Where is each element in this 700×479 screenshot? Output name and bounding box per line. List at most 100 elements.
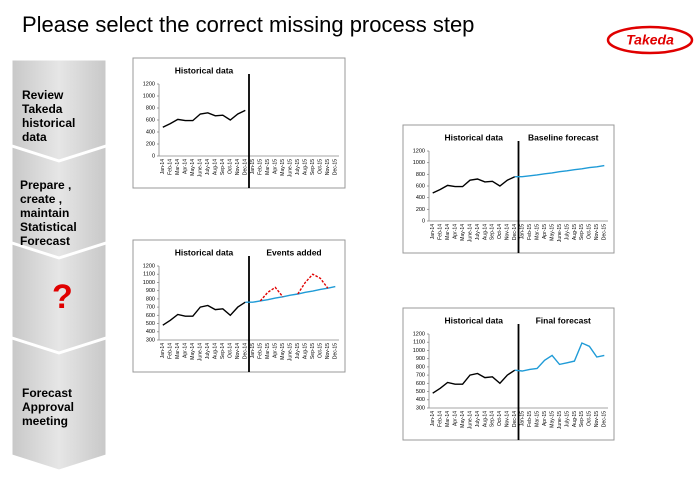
process-step: ?: [52, 278, 73, 316]
series-line: [432, 369, 516, 394]
x-tick-label: Aug-14: [213, 159, 219, 175]
x-tick-label: May-15: [549, 224, 555, 241]
x-tick-label: Oct-15: [587, 224, 593, 239]
y-tick-label: 200: [146, 141, 155, 147]
logo-shape: [606, 25, 694, 55]
x-tick-label: Sep-14: [490, 411, 496, 427]
x-tick-label: Feb-15: [258, 343, 264, 359]
chart-heading: Events added: [266, 247, 321, 257]
x-tick-label: July-14: [205, 159, 211, 175]
x-tick-label: Oct-14: [228, 343, 234, 358]
x-tick-label: Oct-15: [587, 411, 593, 426]
x-tick-label: Apr-15: [273, 343, 279, 358]
y-tick-label: 1100: [413, 340, 425, 346]
x-tick-label: Oct-14: [497, 411, 503, 426]
y-tick-label: 600: [416, 381, 425, 387]
process-step-shape: [11, 59, 107, 161]
chart-frame: [402, 124, 615, 254]
x-tick-label: Feb-15: [258, 159, 264, 175]
y-tick-label: 300: [146, 337, 155, 343]
x-tick-label: Oct-15: [318, 159, 324, 174]
x-tick-label: Mar-14: [445, 224, 451, 240]
y-tick-label: 400: [146, 329, 155, 335]
x-tick-label: May-15: [280, 159, 286, 176]
x-tick-label: Jan-14: [160, 159, 166, 175]
x-tick-label: Nov-15: [325, 159, 331, 175]
x-tick-label: Feb-15: [527, 224, 533, 240]
x-tick-label: July-14: [205, 343, 211, 359]
x-tick-label: Mar-14: [445, 411, 451, 427]
y-tick-label: 600: [146, 313, 155, 319]
x-tick-label: June-14: [467, 411, 473, 429]
x-tick-label: Aug-15: [303, 343, 309, 359]
x-tick-label: Nov-15: [594, 224, 600, 240]
x-tick-label: Aug-14: [482, 224, 488, 240]
x-tick-label: Sep-15: [579, 224, 585, 240]
x-tick-label: July-14: [475, 411, 481, 427]
process-step: Prepare , create , maintain Statistical …: [20, 178, 77, 248]
x-tick-label: Nov-14: [235, 343, 241, 359]
x-tick-label: Sep-15: [579, 411, 585, 427]
x-tick-label: Nov-15: [594, 411, 600, 427]
x-tick-label: Apr-15: [542, 411, 548, 426]
chart-heading: Historical data: [175, 65, 234, 75]
chart-heading: Baseline forecast: [528, 132, 599, 142]
x-tick-label: Dec-14: [512, 411, 518, 427]
y-tick-label: 600: [416, 183, 425, 189]
series-line: [514, 342, 605, 372]
x-tick-label: Dec-15: [333, 343, 339, 359]
x-tick-label: Nov-14: [505, 411, 511, 427]
x-tick-label: Jan-14: [160, 343, 166, 359]
x-tick-label: June-15: [557, 224, 563, 242]
x-tick-label: Apr-14: [183, 343, 189, 358]
y-tick-label: 500: [416, 389, 425, 395]
y-tick-label: 1000: [413, 348, 425, 354]
x-tick-label: Aug-14: [213, 343, 219, 359]
y-tick-label: 800: [146, 105, 155, 111]
x-tick-label: July-14: [475, 224, 481, 240]
y-tick-label: 400: [146, 129, 155, 135]
x-tick-label: Feb-15: [527, 411, 533, 427]
y-tick-label: 1000: [143, 280, 155, 286]
x-tick-label: May-15: [280, 343, 286, 360]
x-tick-label: Dec-14: [512, 224, 518, 240]
x-tick-label: Aug-15: [572, 224, 578, 240]
series-line: [514, 164, 605, 178]
series-line: [432, 176, 516, 194]
chart-heading: Historical data: [444, 132, 503, 142]
x-tick-label: Sep-14: [220, 159, 226, 175]
x-tick-label: Dec-15: [602, 224, 608, 240]
x-tick-label: Apr-14: [183, 159, 189, 174]
x-tick-label: Mar-14: [175, 159, 181, 175]
x-tick-label: Jan-15: [250, 159, 256, 175]
x-tick-label: Nov-14: [235, 159, 241, 175]
y-tick-label: 1200: [413, 331, 425, 337]
x-tick-label: Apr-15: [542, 224, 548, 239]
x-tick-label: June-14: [198, 343, 204, 361]
x-tick-label: Apr-14: [452, 224, 458, 239]
x-tick-label: May-14: [190, 159, 196, 176]
x-tick-label: June-14: [467, 224, 473, 242]
x-tick-label: Aug-14: [482, 411, 488, 427]
y-tick-label: 0: [422, 218, 425, 224]
y-tick-label: 1000: [413, 160, 425, 166]
x-tick-label: May-15: [549, 411, 555, 428]
x-tick-label: Feb-14: [438, 411, 444, 427]
slide-title: Please select the correct missing proces…: [22, 12, 475, 37]
x-tick-label: Sep-14: [220, 343, 226, 359]
x-tick-label: July-15: [564, 224, 570, 240]
y-tick-label: 700: [416, 373, 425, 379]
y-tick-label: 900: [146, 288, 155, 294]
series-line: [162, 301, 246, 326]
x-tick-label: June-15: [557, 411, 563, 429]
x-tick-label: Dec-15: [333, 159, 339, 175]
y-tick-label: 200: [416, 207, 425, 213]
x-tick-label: Jan-15: [250, 343, 256, 359]
y-tick-label: 400: [416, 397, 425, 403]
x-tick-label: Nov-15: [325, 343, 331, 359]
x-tick-label: Sep-15: [310, 343, 316, 359]
x-tick-label: Apr-14: [452, 411, 458, 426]
x-tick-label: Aug-15: [572, 411, 578, 427]
chart-heading: Historical data: [175, 247, 234, 257]
